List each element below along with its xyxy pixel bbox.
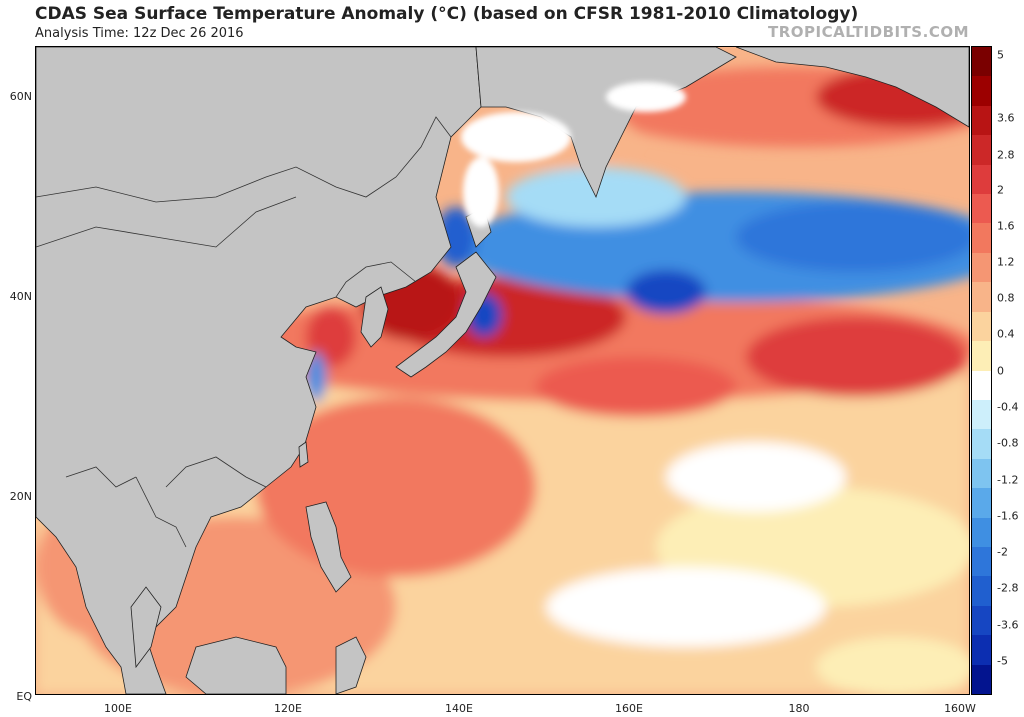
colorbar-segment: [972, 399, 991, 430]
colorbar-tick-label: -2: [997, 545, 1008, 559]
land-masses: [36, 47, 969, 694]
colorbar-segment: [972, 282, 991, 313]
lat-label-40n: 40N: [9, 290, 32, 303]
colorbar-tick-label: -3.6: [997, 618, 1019, 632]
lat-label-eq: EQ: [16, 690, 32, 703]
colorbar-segment: [972, 223, 991, 254]
colorbar-tick-label: -0.8: [997, 436, 1019, 450]
ice-area: [461, 82, 686, 227]
colorbar-tick-label: -1.6: [997, 509, 1019, 523]
colorbar-segment: [972, 105, 991, 136]
lat-label-60n: 60N: [9, 90, 32, 103]
colorbar-segment: [972, 546, 991, 577]
country-borders: [36, 116, 452, 548]
lon-label-120e: 120E: [274, 702, 302, 715]
colorbar-tick-label: -5: [997, 654, 1008, 668]
sst-anomaly-map: [35, 46, 970, 695]
colorbar-segment: [972, 517, 991, 548]
colorbar-tick-label: -0.4: [997, 400, 1019, 414]
colorbar-segment: [972, 194, 991, 224]
colorbar-segment: [972, 47, 991, 77]
colorbar-segment: [972, 370, 991, 401]
colorbar-segment: [972, 135, 991, 166]
colorbar-segment: [972, 664, 991, 695]
colorbar-segment: [972, 429, 991, 460]
lon-label-160w: 160W: [944, 702, 976, 715]
colorbar-segment: [972, 341, 991, 371]
brand-watermark: TROPICALTIDBITS.COM: [768, 23, 969, 41]
colorbar-tick-label: 0: [997, 364, 1004, 378]
colorbar-segment: [972, 311, 991, 342]
colorbar-tick-label: 2.8: [997, 148, 1015, 162]
colorbar-segment: [972, 164, 991, 195]
colorbar-segment: [972, 458, 991, 489]
colorbar-segment: [972, 76, 991, 107]
analysis-time: Analysis Time: 12z Dec 26 2016: [35, 26, 244, 41]
colorbar-segment: [972, 252, 991, 283]
anomaly-field: [36, 67, 969, 694]
colorbar-tick-label: 5: [997, 48, 1004, 62]
colorbar-segment: [972, 635, 991, 666]
colorbar-tick-label: 1.2: [997, 255, 1015, 269]
colorbar-tick-label: 1.6: [997, 219, 1015, 233]
lon-label-100e: 100E: [104, 702, 132, 715]
map-canvas: [36, 47, 969, 694]
lon-label-160e: 160E: [615, 702, 643, 715]
colorbar-tick-label: 2: [997, 183, 1004, 197]
map-title: CDAS Sea Surface Temperature Anomaly (°C…: [35, 4, 859, 24]
colorbar-tick-label: 0.4: [997, 327, 1015, 341]
colorbar-segment: [972, 488, 991, 519]
lon-label-180: 180: [788, 702, 810, 715]
colorbar-tick-label: -2.8: [997, 581, 1019, 595]
colorbar-segment: [972, 605, 991, 636]
colorbar-tick-label: -1.2: [997, 473, 1019, 487]
colorbar-segment: [972, 576, 991, 607]
lon-label-140e: 140E: [445, 702, 473, 715]
lat-label-20n: 20N: [9, 490, 32, 503]
colorbar-tick-label: 3.6: [997, 111, 1015, 125]
colorbar: [971, 46, 992, 695]
colorbar-tick-label: 0.8: [997, 291, 1015, 305]
